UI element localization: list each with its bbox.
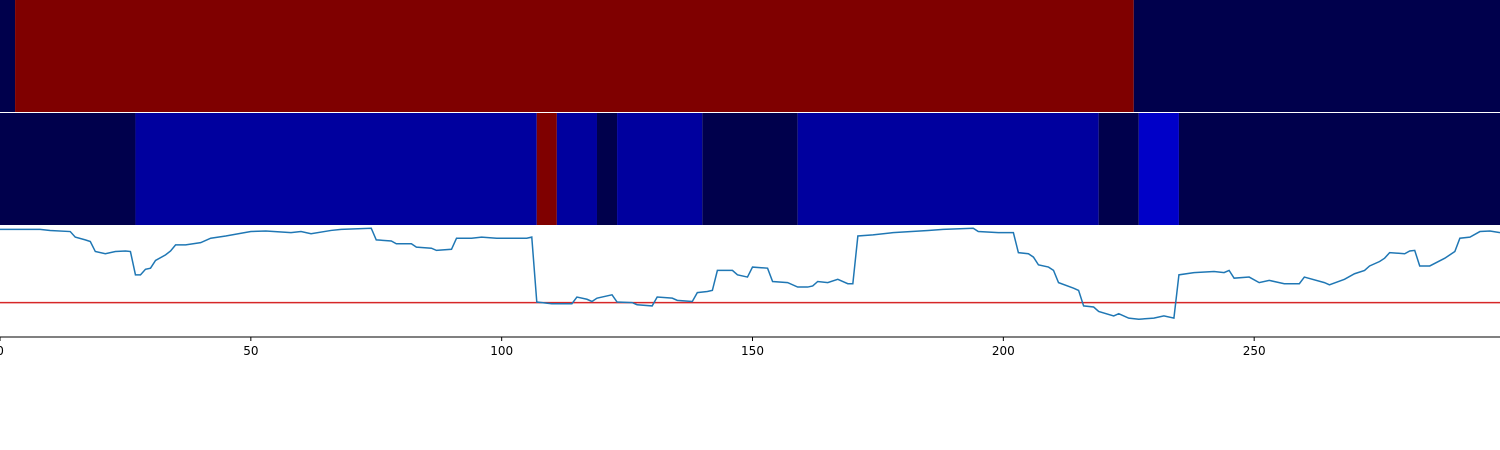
strip-segment — [596, 113, 618, 225]
x-tick-label: 250 — [1243, 344, 1266, 358]
x-tick-label: 100 — [490, 344, 513, 358]
x-tick-label: 50 — [243, 344, 258, 358]
strip-segment — [617, 113, 703, 225]
strip-segment — [536, 113, 557, 225]
strip-segment — [0, 0, 16, 112]
strip-segment — [0, 113, 136, 225]
strip-segment — [702, 113, 798, 225]
x-tick-label: 150 — [741, 344, 764, 358]
strip-segment — [15, 0, 1134, 112]
x-tick-label: 0 — [0, 344, 4, 358]
strip-segment — [556, 113, 597, 225]
strip-segment — [1178, 113, 1500, 225]
strip-segment — [797, 113, 1099, 225]
line-series — [0, 227, 1500, 320]
strip-segment — [1098, 113, 1139, 225]
strip-segment — [1138, 113, 1179, 225]
x-tick-label: 200 — [992, 344, 1015, 358]
strip-segment — [135, 113, 537, 225]
strip-segment — [1133, 0, 1500, 112]
